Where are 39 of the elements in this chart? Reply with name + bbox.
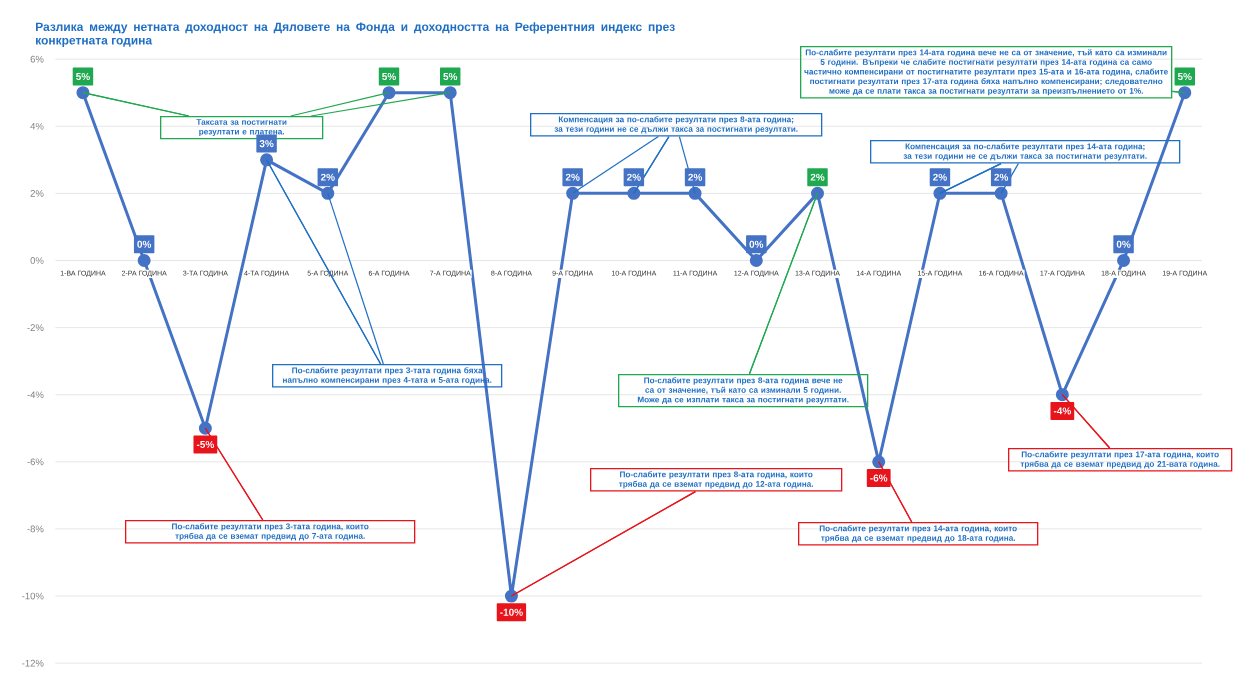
data-label: -6% <box>870 474 888 482</box>
annotation: По-слабите резултати през 14-ата година, които трябва да се вземат предвид до 18-ата година. <box>819 525 1017 543</box>
y-tick-label: -6% <box>27 458 44 466</box>
chart-title: Разлика между нетната доходност на Дяловете на Фонда и доходността на Референтния индекс през конкретната година <box>36 22 675 47</box>
y-tick-label: 4% <box>30 122 44 130</box>
data-label: 5% <box>1177 72 1192 81</box>
y-tick-label: -12% <box>22 659 44 667</box>
data-label: 2% <box>810 173 825 181</box>
annotation: По-слабите резултати през 14-ата година вече не са от значение, тъй като са изминали 5 години. Въпреки че слабите постигнати резултати през 14-ата година са само частично компенсирани от постигнатите резултати през 15-ата и 16-ата година, слабите постигнати резултати през 17-ата година бяха напълно компенсирани; следователно може да се плати такса за постигнати резултати за преизпълнението от 1%. <box>804 49 1168 96</box>
data-label: -5% <box>196 440 214 448</box>
data-label: 2% <box>994 173 1009 181</box>
annotation: По-слабите резултати през 17-ата година, които трябва да се вземат предвид до 21-вата година. <box>1020 451 1220 469</box>
data-label: 3% <box>259 140 274 148</box>
annotation: По-слабите резултати през 3-тата година, които трябва да се вземат предвид до 7-ата година. <box>172 523 369 541</box>
y-tick-label: -2% <box>27 324 44 331</box>
y-tick-label: -8% <box>27 525 44 533</box>
y-tick-label: -4% <box>27 391 44 399</box>
annotation: По-слабите резултати през 8-ата година, които трябва да се вземат предвид до 12-ата година. <box>619 471 813 489</box>
data-label: -10% <box>500 608 523 616</box>
data-label: 0% <box>749 240 764 248</box>
data-label: 5% <box>443 72 458 81</box>
data-label: 2% <box>565 173 580 181</box>
data-label: 0% <box>1116 240 1131 248</box>
data-label: 2% <box>626 173 641 181</box>
data-label: 5% <box>382 72 396 81</box>
y-tick-label: 6% <box>30 55 44 63</box>
data-label: 5% <box>76 72 90 81</box>
annotation: Компенсация за по-слабите резултати през 8-ата година; за тези години не се дължи такса за постигнати резултати. <box>554 116 798 134</box>
y-tick-label: 0% <box>30 257 44 264</box>
y-tick-label: 2% <box>30 190 44 197</box>
data-label: 2% <box>933 173 947 181</box>
annotation: По-слабите резултати през 8-ата година вече не са от значение, тъй като са изминали 5 години. Може да се изплати такса за постигнати резултати. <box>637 377 849 405</box>
annotation: Таксата за постигнати резултати е платена. <box>196 119 287 137</box>
data-label: 2% <box>320 173 335 181</box>
y-tick-label: -10% <box>22 592 44 600</box>
data-label: 0% <box>137 240 152 248</box>
data-label: -4% <box>1053 407 1071 415</box>
annotation: Компенсация за по-слабите резултати през 14-ата година; за тези години не се дължи такса за постигнати резултати. <box>903 143 1147 161</box>
data-label: 2% <box>688 173 703 181</box>
